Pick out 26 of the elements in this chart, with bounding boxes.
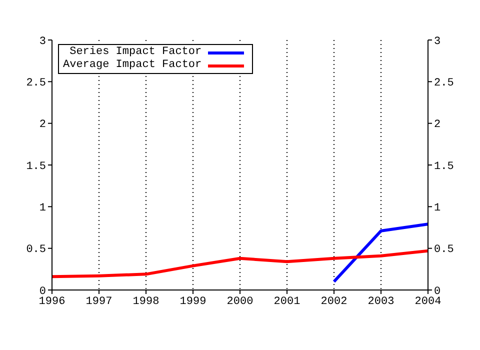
legend-label: Series Impact Factor	[70, 46, 202, 59]
x-tick-label: 2004	[414, 296, 442, 308]
x-tick-label: 1997	[86, 296, 112, 308]
y-tick-label: 1	[39, 202, 46, 215]
y2-tick-label: 0	[434, 286, 441, 298]
y2-tick-label: 2	[434, 119, 441, 132]
y-tick-label: 0	[39, 286, 46, 298]
line-series	[52, 249, 428, 278]
y2-tick-label: 1.5	[434, 160, 454, 173]
y-tick-label: 2.5	[26, 78, 46, 90]
legend-label: Average Impact Factor	[63, 59, 202, 72]
y-tick-label: 1.5	[26, 160, 46, 173]
x-tick-label: 1998	[132, 296, 160, 308]
y2-tick-label: 3	[434, 36, 441, 48]
y2-tick-label: 1	[434, 202, 441, 215]
x-tick-label: 2003	[368, 296, 394, 308]
y2-tick-label: 0.5	[434, 244, 454, 256]
x-tick-label: 1999	[180, 296, 206, 308]
x-tick-label: 2002	[320, 296, 348, 308]
y2-tick-label: 2.5	[434, 78, 454, 90]
x-tick-label: 2000	[226, 296, 254, 308]
y-tick-label: 2	[39, 119, 46, 132]
x-tick-label: 1996	[38, 296, 66, 308]
y-tick-label: 0.5	[26, 244, 46, 256]
y-tick-label: 3	[39, 36, 46, 48]
x-tick-label: 2001	[274, 296, 301, 308]
